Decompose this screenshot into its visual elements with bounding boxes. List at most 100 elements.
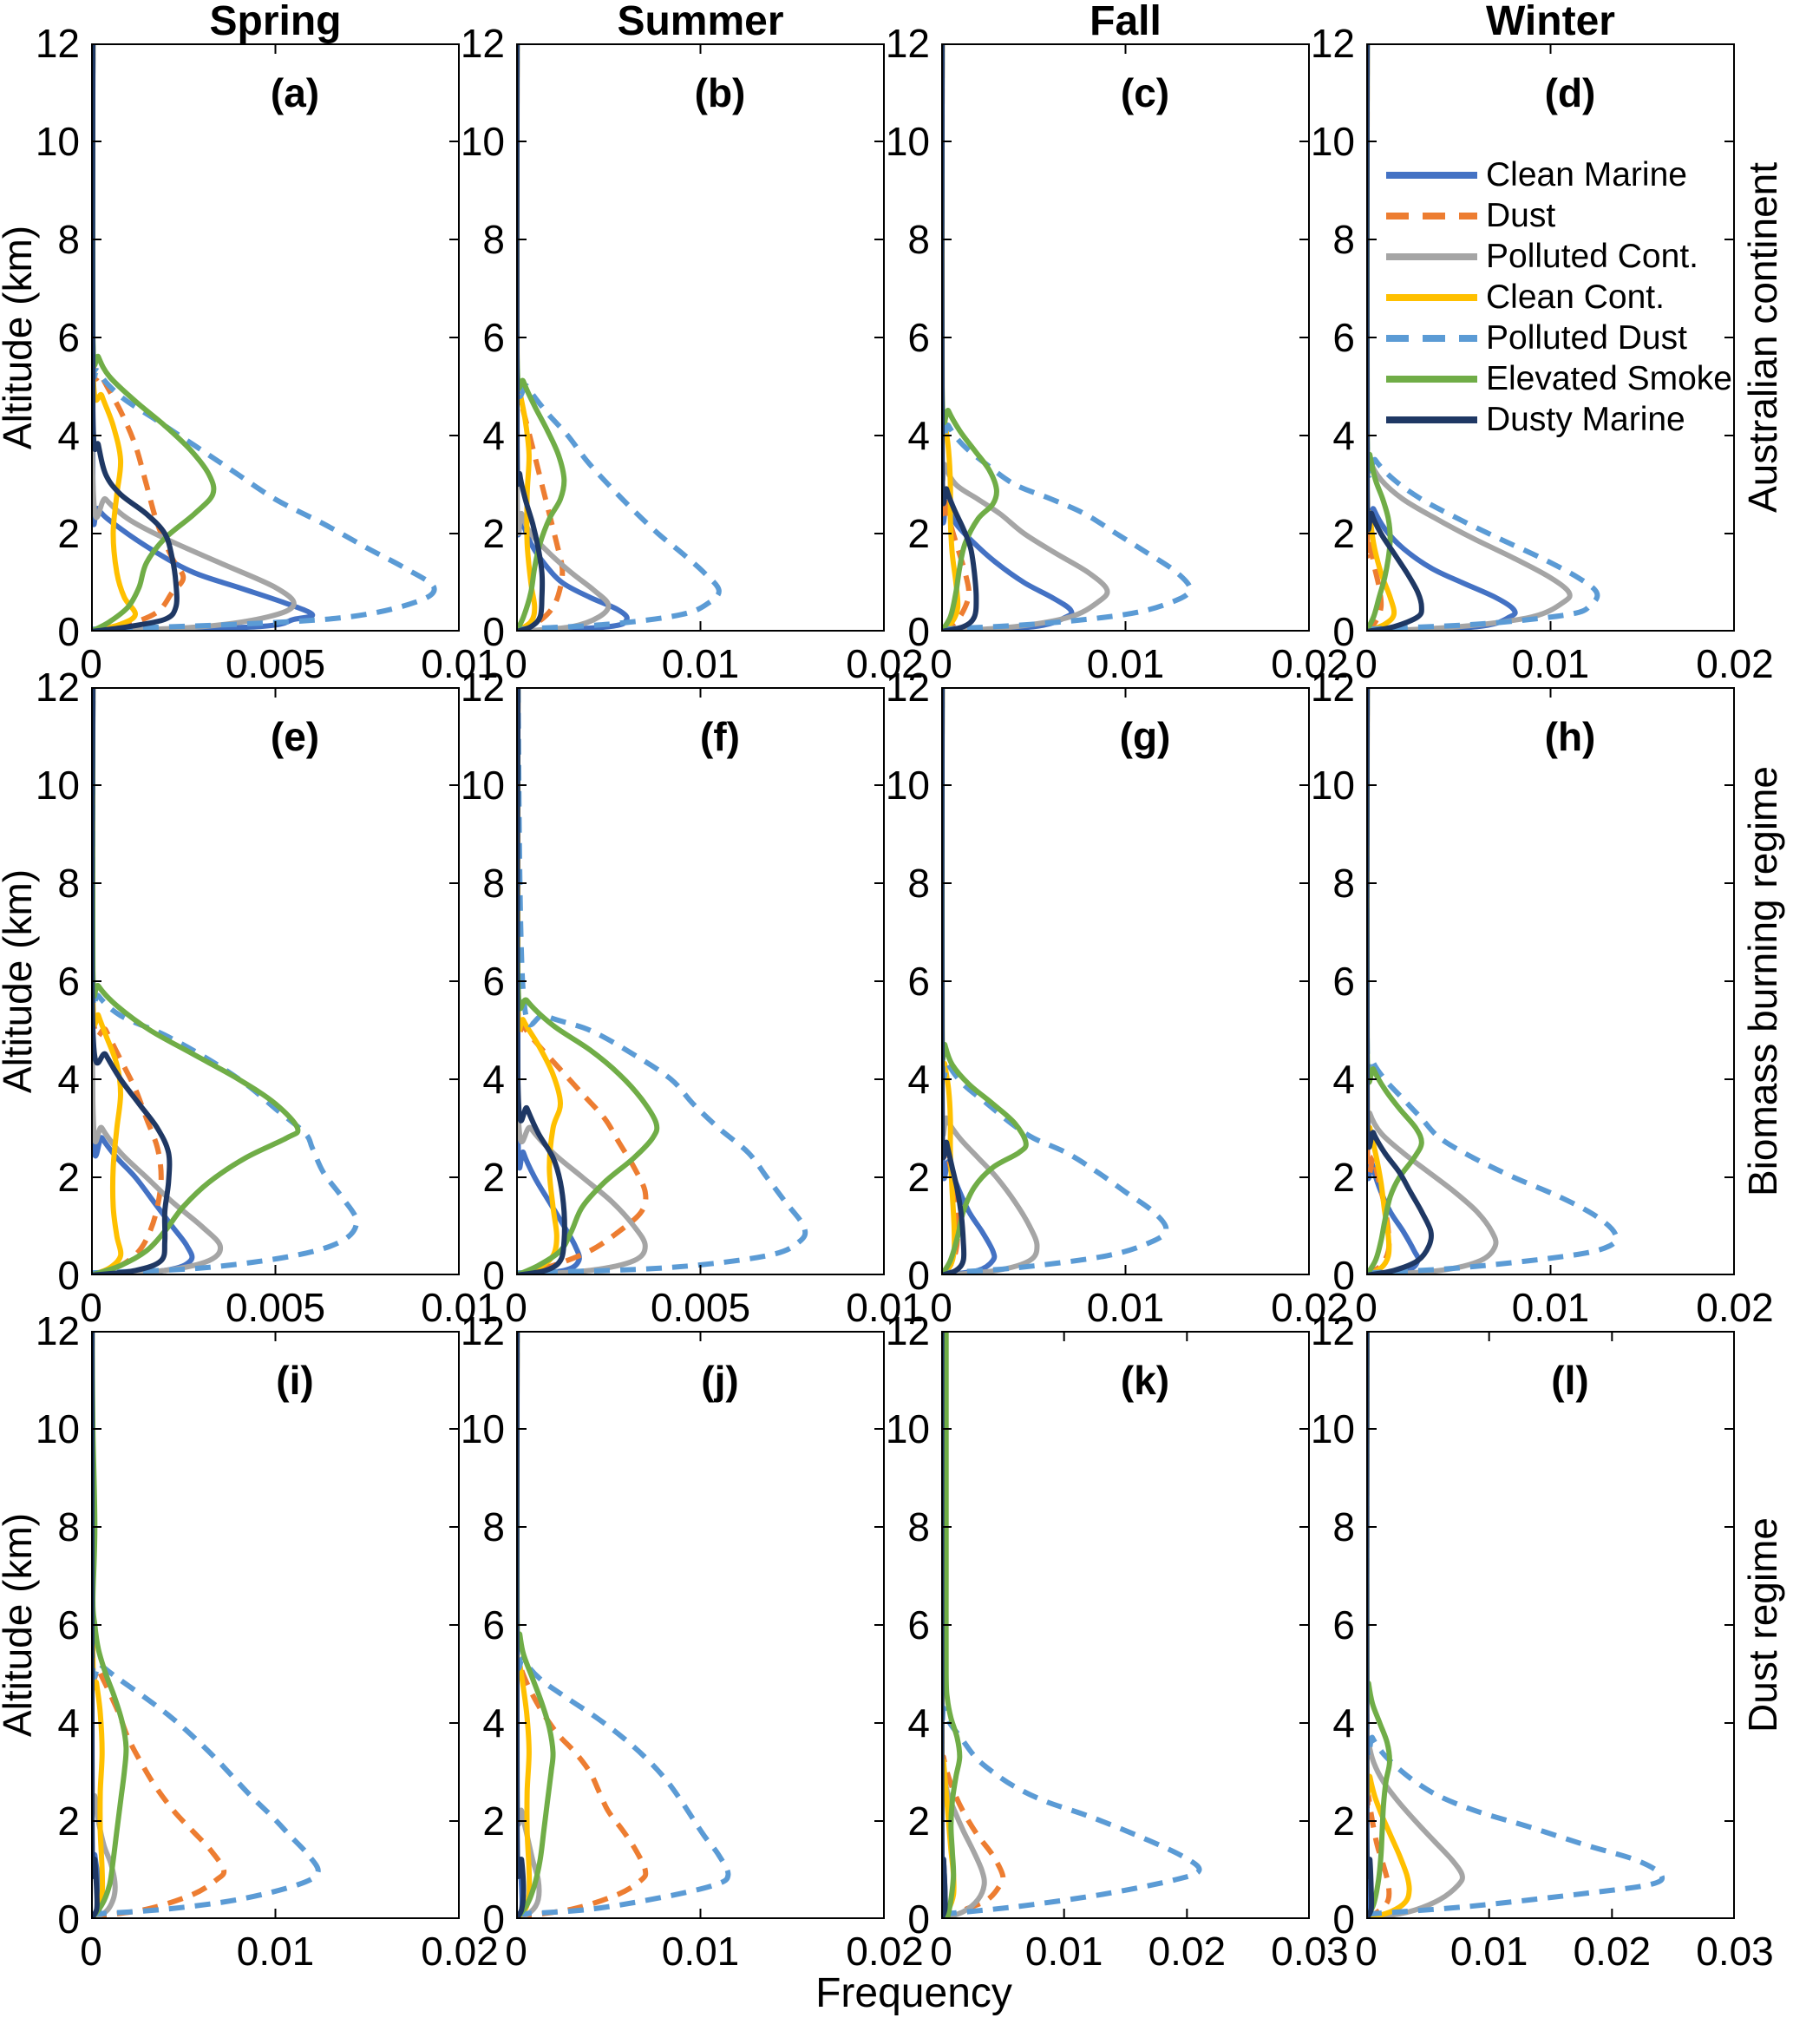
x-tick-label: 0.01	[846, 1285, 924, 1330]
y-tick-label: 12	[885, 21, 930, 66]
y-tick-label: 4	[1332, 1057, 1355, 1102]
legend-item-elevated-smoke: Elevated Smoke	[1386, 358, 1732, 399]
column-title-winter: Winter	[1486, 0, 1615, 44]
curve-clean-marine	[941, 43, 1075, 632]
y-tick-labels: 0 2 4 6 8 10 12	[456, 665, 510, 1298]
curve-dust	[516, 43, 566, 632]
y-tick-label: 8	[57, 861, 80, 906]
y-tick-label: 2	[1332, 1155, 1355, 1200]
curve-clean-marine	[91, 43, 316, 632]
legend-key-line	[1386, 212, 1477, 219]
row-label: Dust regime	[1740, 1517, 1785, 1733]
y-tick-labels: 0 2 4 6 8 10 12	[1306, 665, 1360, 1298]
y-tick-label: 10	[460, 763, 505, 808]
y-tick-label: 6	[57, 959, 80, 1004]
curve-polluted-dust	[516, 687, 808, 1275]
legend-label: Polluted Cont.	[1486, 237, 1698, 275]
x-axis-title: Frequency	[815, 1970, 1012, 2016]
panel-grid: Altitude (km) 0 2 4 6 8 10 12 0 0.005 0.01 (a) 0 2 4 6 8…	[0, 21, 1793, 1975]
panel-j: 0 2 4 6 8 10 12 0 0.01 0.02 (j)	[460, 1308, 924, 1975]
legend: Clean Marine Dust Polluted Cont. Clean Cont…	[1386, 154, 1732, 440]
y-tick-label: 0	[1332, 609, 1355, 654]
plot-area-l	[1366, 1331, 1735, 1919]
panel-letter-h: (h)	[1544, 714, 1596, 759]
panel-letter-d: (d)	[1544, 70, 1596, 115]
x-tick-label: 0	[1355, 1929, 1377, 1974]
curve-polluted-dust	[941, 1331, 1202, 1917]
y-tick-label: 6	[1332, 1602, 1355, 1648]
y-tick-labels: 0 2 4 6 8 10 12	[31, 21, 85, 654]
curve-elevated-smoke	[91, 1331, 129, 1919]
y-tick-label: 12	[460, 1308, 505, 1353]
legend-item-dust: Dust	[1386, 195, 1732, 236]
panel-b: 0 2 4 6 8 10 12 0 0.01 0.02 (b)	[460, 21, 924, 687]
x-tick-label: 0.005	[225, 1285, 326, 1330]
panel-letter-a: (a)	[270, 70, 320, 115]
y-tick-label: 12	[1310, 1308, 1355, 1353]
x-tick-labels: 0 0.01 0.02 0.03	[1355, 1919, 1774, 1974]
panel-letter-j: (j)	[701, 1358, 739, 1403]
column-title-spring: Spring	[209, 0, 342, 44]
curve-dusty-marine	[91, 687, 173, 1275]
x-tick-label: 0	[80, 1285, 102, 1330]
y-tick-label: 12	[885, 1308, 930, 1353]
x-tick-label: 0.02	[1696, 641, 1774, 686]
y-tick-label: 2	[57, 1155, 80, 1200]
row-label-gutter: Australian continent	[1735, 43, 1793, 687]
x-tick-labels: 0 0.01 0.02	[80, 1919, 499, 1974]
y-tick-label: 8	[57, 1504, 80, 1549]
y-tick-label: 2	[482, 511, 505, 556]
y-tick-label: 6	[1332, 315, 1355, 360]
curve-clean-marine	[516, 43, 630, 632]
x-tick-label: 0.01	[421, 641, 499, 686]
x-tick-label: 0	[80, 641, 102, 686]
y-tick-label: 2	[907, 1155, 930, 1200]
y-tick-label: 0	[57, 1897, 80, 1942]
plot-area-g	[941, 687, 1310, 1275]
panel-row-1: Altitude (km) 0 2 4 6 8 10 12 0 0.005 0.01 (a) 0 2 4 6 8…	[0, 21, 1793, 687]
legend-item-clean-cont: Clean Cont.	[1386, 277, 1732, 318]
y-tick-label: 6	[482, 959, 505, 1004]
y-tick-label: 12	[1310, 21, 1355, 66]
panel-row-3: Altitude (km) 0 2 4 6 8 10 12 0 0.01 0.02 (i) 0 2 4 6 8 1…	[0, 1308, 1793, 1975]
y-tick-label: 4	[57, 1700, 80, 1746]
legend-key-line	[1386, 293, 1477, 301]
curve-polluted-dust	[91, 1331, 321, 1917]
panel-letter-l: (l)	[1551, 1358, 1589, 1403]
y-tick-label: 8	[907, 217, 930, 262]
x-tick-label: 0.005	[650, 1285, 751, 1330]
plot-area-d	[1366, 43, 1735, 632]
y-tick-label: 0	[907, 1253, 930, 1298]
panel-f: 0 2 4 6 8 10 12 0 0.005 0.01 (f)	[460, 665, 924, 1331]
y-tick-label: 0	[482, 609, 505, 654]
y-tick-label: 10	[885, 119, 930, 164]
y-tick-label: 0	[482, 1897, 505, 1942]
legend-item-polluted-dust: Polluted Dust	[1386, 318, 1732, 358]
column-title-fall: Fall	[1090, 0, 1162, 44]
y-tick-label: 4	[57, 1057, 80, 1102]
x-tick-label: 0.01	[1086, 641, 1165, 686]
panel-d: 0 2 4 6 8 10 12 0 0.01 0.02 (d) Clean Marine Dust Pol…	[1310, 21, 1774, 687]
row-label: Biomass burning regime	[1740, 765, 1786, 1197]
y-tick-label: 0	[1332, 1253, 1355, 1298]
y-tick-label: 2	[482, 1155, 505, 1200]
curve-dust	[91, 1331, 227, 1919]
x-tick-labels: 0 0.005 0.01	[80, 1275, 499, 1330]
y-tick-label: 0	[482, 1253, 505, 1298]
x-tick-label: 0.01	[1449, 1929, 1528, 1974]
y-tick-labels: 0 2 4 6 8 10 12	[881, 1308, 935, 1942]
x-tick-label: 0.02	[1573, 1929, 1652, 1974]
x-tick-label: 0	[505, 1929, 527, 1974]
y-tick-label: 6	[907, 315, 930, 360]
curve-polluted-dust	[1366, 1331, 1665, 1917]
legend-label: Clean Marine	[1486, 155, 1687, 193]
curve-dusty-marine	[91, 43, 180, 632]
x-tick-labels: 0 0.01 0.02	[1355, 1275, 1774, 1330]
y-tick-label: 10	[460, 1406, 505, 1451]
y-tick-label: 8	[1332, 1504, 1355, 1549]
curve-polluted-cont	[91, 43, 297, 632]
x-tick-label: 0.02	[1696, 1285, 1774, 1330]
panel-a: 0 2 4 6 8 10 12 0 0.005 0.01 (a)	[35, 21, 499, 687]
y-tick-label: 12	[35, 1308, 80, 1353]
y-tick-label: 10	[1310, 763, 1355, 808]
